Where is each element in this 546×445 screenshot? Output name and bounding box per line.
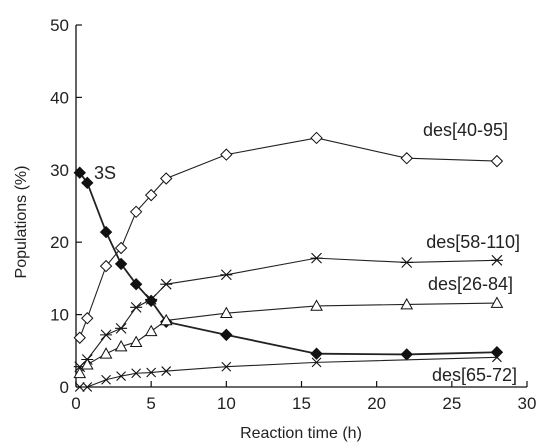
data-point-marker (74, 382, 85, 392)
data-point-marker (80, 358, 94, 370)
series-4 (74, 352, 502, 392)
data-point-marker (130, 301, 143, 313)
data-point-marker (310, 299, 323, 311)
series-label: 3S (94, 163, 116, 183)
series-label: des[58-110] (426, 232, 520, 252)
data-point-marker (99, 225, 113, 239)
series-label: des[40-95] (423, 120, 508, 140)
data-point-marker (311, 357, 322, 368)
data-point-marker (114, 241, 128, 255)
x-tick-label: 30 (518, 394, 537, 413)
axis-ticks: 0 10 20 30 40 50 0 5 10 15 20 25 30 (50, 16, 536, 413)
data-point-marker (161, 366, 172, 376)
data-point-marker (100, 329, 113, 341)
y-tick-label: 20 (50, 233, 69, 252)
series-label: des[26-84] (428, 274, 513, 294)
data-point-marker (144, 324, 158, 337)
data-point-marker (220, 328, 233, 342)
data-point-marker (310, 252, 323, 264)
x-tick-label: 15 (292, 394, 311, 413)
data-point-marker (221, 361, 232, 372)
y-tick-label: 30 (50, 161, 69, 180)
data-point-marker (490, 346, 504, 359)
plot-frame (75, 25, 527, 388)
data-point-marker (490, 296, 504, 308)
data-point-marker (101, 374, 111, 385)
x-tick-label: 10 (217, 394, 236, 413)
x-tick-label: 5 (146, 394, 155, 413)
y-tick-label: 40 (50, 88, 69, 107)
data-point-marker (73, 331, 86, 344)
data-point-marker (81, 312, 94, 325)
data-point-marker (73, 366, 87, 379)
x-tick-label: 0 (71, 394, 80, 413)
data-point-marker (310, 347, 323, 360)
data-point-marker (73, 166, 86, 179)
data-point-marker (129, 205, 143, 218)
data-point-marker (490, 254, 503, 266)
series-3 (73, 296, 504, 379)
data-point-marker (219, 306, 233, 319)
series-labels: 3S des[40-95] des[58-110] des[26-84] des[65-… (94, 120, 520, 385)
x-tick-label: 20 (367, 394, 386, 413)
series-line (79, 356, 497, 388)
data-point-marker (114, 339, 128, 352)
data-point-marker (490, 154, 504, 168)
data-point-marker (492, 352, 502, 363)
y-tick-label: 50 (50, 16, 69, 35)
data-point-marker (144, 188, 158, 202)
data-point-marker (400, 152, 413, 165)
y-tick-label: 10 (50, 306, 69, 325)
data-point-marker (220, 148, 233, 161)
data-point-marker (116, 371, 126, 382)
data-point-marker (400, 297, 414, 310)
data-point-marker (159, 313, 173, 326)
data-point-marker (115, 322, 128, 334)
series-label: des[65-72] (432, 365, 517, 385)
data-point-marker (310, 131, 323, 145)
series-line (79, 302, 497, 374)
series-layer (73, 131, 504, 392)
data-point-marker (400, 348, 413, 361)
data-point-marker (129, 277, 143, 291)
y-tick-label: 0 (60, 378, 69, 397)
y-axis-title: Populations (%) (13, 166, 30, 279)
data-point-marker (159, 172, 173, 185)
data-point-marker (220, 269, 233, 281)
data-point-marker (81, 176, 94, 190)
data-point-marker (146, 367, 157, 378)
data-point-marker (160, 278, 173, 290)
data-point-marker (82, 382, 93, 392)
data-point-marker (129, 335, 143, 348)
data-point-marker (131, 368, 142, 379)
x-tick-label: 25 (442, 394, 461, 413)
data-point-marker (145, 294, 158, 305)
x-axis-title: Reaction time (h) (240, 425, 362, 442)
data-point-marker (99, 347, 113, 359)
data-point-marker (114, 257, 128, 271)
data-point-marker (99, 259, 113, 273)
series-1 (73, 131, 504, 344)
data-point-marker (400, 257, 413, 268)
